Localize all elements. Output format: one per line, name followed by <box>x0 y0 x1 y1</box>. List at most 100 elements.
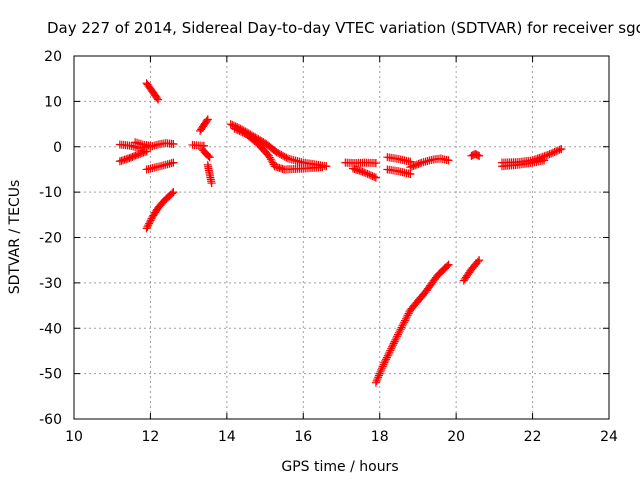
data-point-marker <box>358 167 367 176</box>
data-point-marker <box>153 94 162 103</box>
data-point-marker <box>394 328 403 337</box>
data-point-marker <box>401 314 410 323</box>
data-point-marker <box>383 351 392 360</box>
data-point-marker <box>407 162 416 171</box>
data-point-marker <box>233 126 242 135</box>
chart-title: Day 227 of 2014, Sidereal Day-to-day VTE… <box>47 19 640 37</box>
data-point-marker <box>444 260 453 269</box>
data-point-marker <box>473 151 482 160</box>
data-point-marker <box>237 127 246 136</box>
data-point-marker <box>368 172 377 181</box>
x-axis-label: GPS time / hours <box>281 459 398 475</box>
y-tick-label: -10 <box>39 185 62 201</box>
data-point-marker <box>374 371 383 380</box>
x-tick-label: 20 <box>447 429 465 445</box>
data-point-marker <box>274 149 283 158</box>
x-tick-label: 18 <box>371 429 389 445</box>
data-point-marker <box>538 152 547 161</box>
data-point-marker <box>232 125 241 134</box>
data-trace <box>131 138 155 150</box>
data-point-marker <box>279 151 288 160</box>
data-point-marker <box>371 378 380 387</box>
data-point-marker <box>550 147 559 156</box>
data-point-marker <box>268 158 277 167</box>
axis-ticks: 10 12 14 16 18 20 22 24 -60 -50 -40 -30 -20 -10 0 10 20 <box>39 49 618 445</box>
data-trace <box>115 147 151 166</box>
data-point-marker <box>275 150 284 159</box>
data-point-marker <box>396 325 405 334</box>
data-point-marker <box>203 115 212 124</box>
data-trace <box>406 154 453 172</box>
y-tick-label: -30 <box>39 276 62 292</box>
data-point-marker <box>371 173 380 182</box>
data-point-marker <box>390 337 399 346</box>
x-tick-label: 14 <box>218 429 236 445</box>
data-trace <box>142 79 163 104</box>
data-point-marker <box>402 313 411 322</box>
data-point-marker <box>365 170 374 179</box>
data-trace <box>142 158 178 174</box>
data-point-marker <box>374 373 383 382</box>
data-point-marker <box>370 172 379 181</box>
data-point-marker <box>154 95 163 104</box>
data-point-marker <box>411 161 420 170</box>
data-point-marker <box>400 318 409 327</box>
data-point-marker <box>372 376 381 385</box>
data-trace <box>341 158 380 168</box>
data-trace <box>459 256 484 285</box>
plot-frame <box>73 55 610 420</box>
x-tick-label: 16 <box>294 429 312 445</box>
data-point-marker <box>384 349 393 358</box>
data-point-marker <box>475 256 484 265</box>
data-point-marker <box>385 348 394 357</box>
data-point-marker <box>238 128 247 137</box>
y-tick-label: 0 <box>53 140 62 156</box>
data-point-marker <box>443 261 452 270</box>
x-tick-label: 24 <box>600 429 618 445</box>
data-point-marker <box>444 156 453 165</box>
data-point-marker <box>555 145 564 154</box>
data-point-marker <box>387 344 396 353</box>
data-point-marker <box>266 155 275 164</box>
data-point-marker <box>373 375 382 384</box>
data-trace <box>498 156 549 171</box>
y-tick-label: 20 <box>44 49 62 65</box>
data-point-marker <box>548 148 557 157</box>
data-point-marker <box>265 153 274 162</box>
data-point-marker <box>406 163 415 172</box>
data-trace <box>383 165 415 178</box>
data-point-marker <box>543 150 552 159</box>
data-point-marker <box>204 151 213 160</box>
data-point-marker <box>361 169 370 178</box>
y-tick-label: -40 <box>39 321 62 337</box>
data-point-marker <box>169 140 178 149</box>
data-trace <box>196 115 212 135</box>
data-point-marker <box>382 355 391 364</box>
data-point-marker <box>389 339 398 348</box>
data-point-marker <box>545 150 554 159</box>
data-trace <box>371 260 453 387</box>
data-point-marker <box>400 316 409 325</box>
data-point-marker <box>371 159 380 168</box>
data-point-marker <box>322 162 331 171</box>
data-point-marker <box>393 330 402 339</box>
data-point-marker <box>205 153 214 162</box>
data-point-marker <box>398 321 407 330</box>
data-point-marker <box>169 158 178 167</box>
data-point-marker <box>282 153 291 162</box>
data-point-marker <box>393 332 402 341</box>
y-tick-label: -50 <box>39 367 62 383</box>
x-tick-label: 22 <box>524 429 542 445</box>
data-trace <box>142 188 178 233</box>
data-point-marker <box>267 157 276 166</box>
data-point-marker <box>376 367 385 376</box>
data-point-marker <box>264 151 273 160</box>
data-point-marker <box>475 151 484 160</box>
data-layer <box>115 79 566 387</box>
data-point-marker <box>404 309 413 318</box>
data-point-marker <box>552 147 561 156</box>
data-point-marker <box>167 189 176 198</box>
data-point-marker <box>392 334 401 343</box>
data-point-marker <box>380 358 389 367</box>
data-point-marker <box>403 311 412 320</box>
